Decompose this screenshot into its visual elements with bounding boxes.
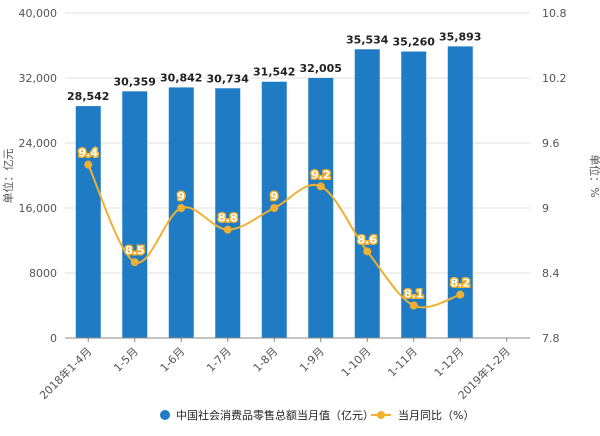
- y-tick-right: 10.8: [542, 7, 567, 20]
- x-tick-label: 2018年1-4月: [36, 344, 94, 402]
- x-tick-label: 1-5月: [111, 345, 141, 375]
- x-tick-label: 1-9月: [297, 345, 327, 375]
- y-tick-left: 24,000: [19, 137, 58, 150]
- line-data-label: 8.1: [404, 288, 424, 301]
- line-point: [223, 225, 232, 234]
- line-point: [456, 290, 465, 299]
- y-tick-right: 7.8: [542, 332, 560, 345]
- y-tick-right: 9.6: [542, 137, 560, 150]
- x-tick-label: 1-10月: [339, 345, 374, 380]
- line-point: [316, 182, 325, 191]
- x-tick-label: 1-6月: [158, 345, 188, 375]
- line-data-label: 8.5: [125, 244, 145, 257]
- bar-data-label: 30,842: [160, 71, 202, 84]
- x-tick-label: 1-11月: [385, 345, 420, 380]
- line-point: [84, 160, 93, 169]
- y-axis-title-left: 单位：亿元: [1, 149, 15, 204]
- y-tick-right: 9: [542, 202, 549, 215]
- bar: [447, 46, 473, 338]
- line-data-label: 9.4: [79, 147, 99, 160]
- bar-data-label: 32,005: [300, 62, 342, 75]
- bar: [122, 91, 148, 338]
- x-tick-label: 1-7月: [204, 345, 234, 375]
- bars-layer: [75, 46, 473, 338]
- y-tick-left: 40,000: [19, 7, 58, 20]
- line-data-label: 9: [177, 190, 185, 203]
- line-data-label: 8.8: [218, 212, 238, 225]
- line-data-label: 8.6: [358, 233, 378, 246]
- bar: [354, 49, 380, 338]
- line-point: [270, 204, 279, 212]
- bar-data-label: 31,542: [253, 66, 295, 79]
- legend-bar-swatch: [160, 410, 170, 420]
- legend-line-label: 当月同比（%）: [398, 408, 474, 422]
- x-tick-label: 1-8月: [251, 345, 281, 375]
- legend-line-marker: [377, 411, 385, 419]
- bar: [308, 77, 334, 338]
- line-data-label: 9.2: [311, 168, 331, 181]
- bar: [401, 51, 427, 338]
- legend-bar-label: 中国社会消费品零售总额当月值（亿元）: [176, 408, 374, 422]
- bar-data-label: 35,260: [393, 36, 436, 49]
- y-axis-title-right: 单位：%: [588, 154, 600, 197]
- bar: [168, 87, 194, 338]
- bar-data-label: 28,542: [67, 90, 109, 103]
- bar-data-label: 35,534: [346, 33, 389, 46]
- line-point: [177, 204, 186, 212]
- line-point: [409, 301, 418, 310]
- legend: 中国社会消费品零售总额当月值（亿元） 当月同比（%）: [160, 408, 474, 422]
- line-layer: [84, 160, 465, 310]
- line-point: [363, 247, 372, 256]
- x-tick-label: 1-12月: [432, 345, 467, 380]
- bar-data-label: 30,734: [207, 72, 250, 85]
- y-tick-left: 0: [50, 332, 57, 345]
- y-tick-right: 8.4: [542, 267, 560, 280]
- line-data-label: 9: [270, 190, 278, 203]
- bar-data-label: 35,893: [439, 30, 481, 43]
- line-data-label: 8.2: [451, 277, 471, 290]
- y-tick-right: 10.2: [542, 72, 567, 85]
- bar-data-label: 30,359: [114, 75, 156, 88]
- bar: [215, 88, 241, 338]
- y-tick-left: 32,000: [19, 72, 58, 85]
- bar: [75, 106, 101, 338]
- y-tick-left: 8000: [29, 267, 57, 280]
- y-tick-left: 16,000: [19, 202, 58, 215]
- line-point: [130, 258, 139, 267]
